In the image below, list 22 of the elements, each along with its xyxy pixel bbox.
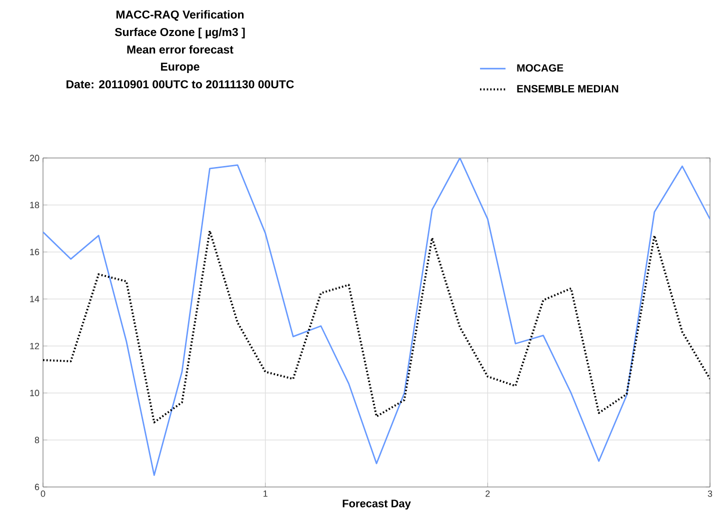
y-tick-label: 6 — [34, 484, 40, 490]
y-tick-label: 12 — [30, 342, 40, 350]
x-tick-label: 3 — [708, 490, 712, 497]
x-tick-label: 0 — [40, 490, 46, 497]
legend-label: MOCAGE — [517, 64, 564, 72]
chart-subtitle: Surface Ozone [ µg/m3 ] — [114, 28, 245, 38]
x-axis-title: Forecast Day — [342, 500, 411, 510]
line-series — [43, 158, 710, 476]
legend-label: ENSEMBLE MEDIAN — [517, 85, 618, 92]
y-tick-label: 16 — [30, 248, 40, 256]
chart-title: MACC-RAQ Verification — [116, 10, 244, 21]
x-tick-label: 2 — [486, 490, 490, 497]
y-tick-label: 18 — [30, 202, 40, 208]
y-tick-label: 8 — [34, 436, 40, 444]
text: Mean error forecast — [127, 45, 234, 54]
line-series — [43, 230, 710, 424]
text: Europe — [161, 62, 200, 73]
y-tick-label: 14 — [30, 296, 40, 302]
text: Date: 20110901 00UTC to 20111130 00UTC — [66, 80, 294, 88]
y-tick-label: 10 — [30, 390, 40, 396]
y-tick-label: 20 — [30, 154, 40, 162]
x-tick-label: 1 — [264, 490, 268, 497]
